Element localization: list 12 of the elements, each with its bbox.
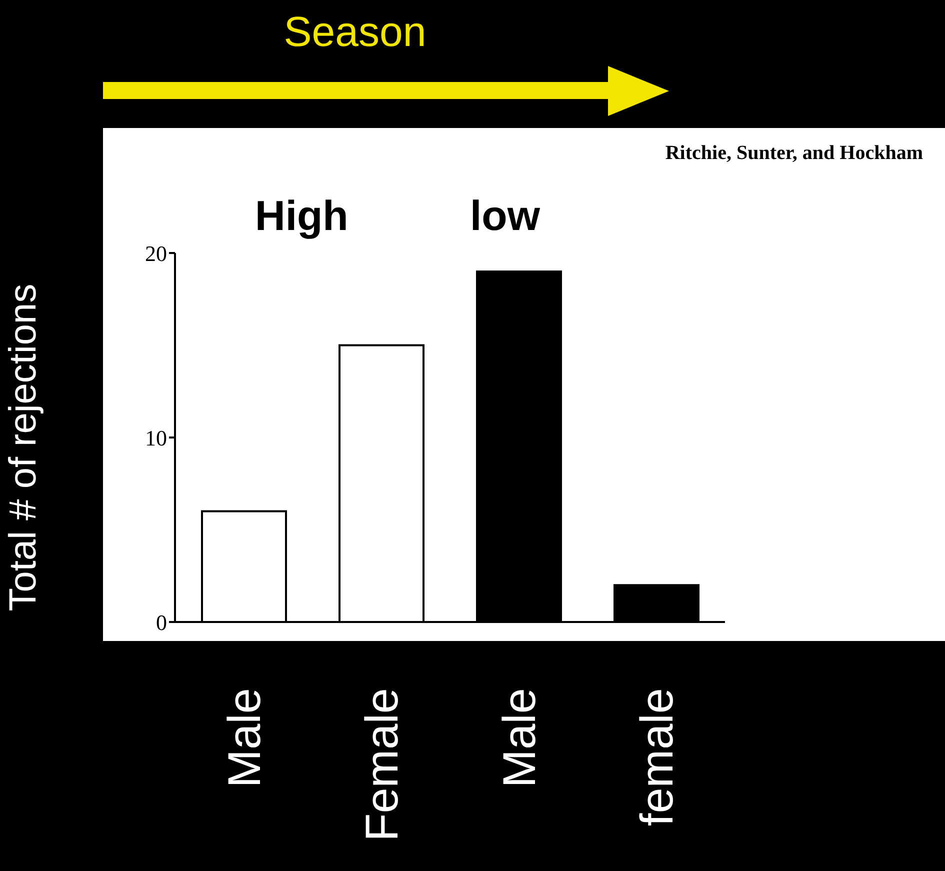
y-axis-title: Total # of rejections <box>2 284 44 612</box>
x-tick-label: Male <box>218 688 270 788</box>
chart-title: Season <box>282 8 428 56</box>
x-tick-label: Male <box>492 688 545 788</box>
x-tick-label: Female <box>355 688 408 842</box>
text: Ritchie, Sunter, and Hockham <box>665 142 923 165</box>
y-tick-label: 0 <box>156 610 167 635</box>
text: High <box>255 192 348 240</box>
x-tick-label: female <box>630 688 682 826</box>
y-tick-label: 10 <box>145 425 167 450</box>
y-tick-label: 20 <box>145 240 167 266</box>
text: low <box>470 192 540 240</box>
